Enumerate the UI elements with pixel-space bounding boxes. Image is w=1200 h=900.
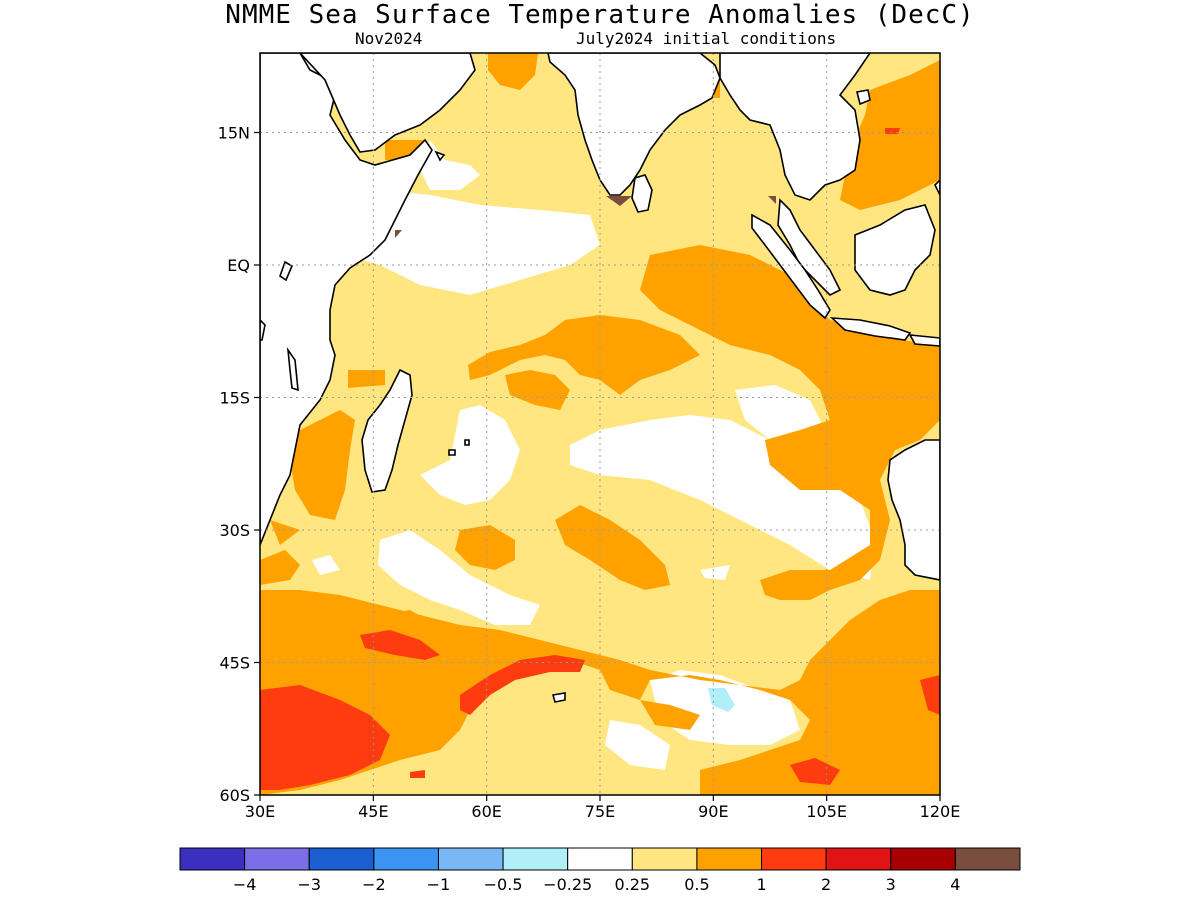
y-tick-label: 45S	[219, 654, 250, 673]
colorbar-label: −0.25	[543, 875, 592, 894]
colorbar-swatch	[890, 847, 956, 871]
colorbar-swatch	[502, 847, 569, 871]
y-tick-label: 15S	[219, 389, 250, 408]
x-tick-label: 45E	[358, 802, 388, 821]
colorbar-swatch	[567, 847, 633, 871]
x-tick-label: 75E	[585, 802, 615, 821]
forecast-month: Nov2024	[355, 29, 423, 48]
y-tick-label: 15N	[218, 124, 250, 143]
colorbar-swatch	[696, 847, 763, 871]
x-tick-label: 120E	[920, 802, 961, 821]
x-tick-label: 60E	[471, 802, 501, 821]
colorbar-label: 3	[886, 875, 896, 894]
x-tick-label: 105E	[806, 802, 847, 821]
longitude-axis: 30E 45E 60E 75E 90E 105E 120E	[245, 795, 961, 821]
colorbar-label: 0.25	[614, 875, 650, 894]
colorbar-swatch	[437, 847, 504, 871]
colorbar-label: −1	[427, 875, 451, 894]
initial-conditions: July2024 initial conditions	[576, 29, 837, 48]
colorbar-label: 1	[756, 875, 766, 894]
colorbar-swatch	[244, 847, 310, 871]
colorbar-label: 0.5	[684, 875, 709, 894]
colorbar-label: −2	[362, 875, 386, 894]
land-outlines	[260, 53, 940, 703]
colorbar-swatch	[954, 847, 1021, 871]
slight-cool-region	[708, 688, 735, 712]
x-tick-label: 30E	[245, 802, 275, 821]
colorbar-swatch	[373, 847, 439, 871]
strong-warm-regions	[260, 128, 940, 790]
y-tick-label: EQ	[227, 256, 250, 275]
extreme-warm-spots	[395, 196, 776, 238]
latitude-axis: 15N EQ 15S 30S 45S 60S	[218, 124, 260, 805]
x-tick-label: 90E	[698, 802, 728, 821]
colorbar-swatch	[761, 847, 827, 871]
colorbar-swatch	[179, 847, 246, 871]
colorbar-label: 4	[950, 875, 960, 894]
colorbar-swatch	[308, 847, 375, 871]
colorbar-label: −4	[233, 875, 257, 894]
colorbar-label: −0.5	[484, 875, 523, 894]
map-title: NMME Sea Surface Temperature Anomalies (…	[225, 0, 975, 30]
colorbar-swatch	[631, 847, 698, 871]
color-scale-bar: −4 −3 −2 −1 −0.5 −0.25 0.25 0.5 1 2 3 4	[179, 847, 1021, 894]
y-tick-label: 30S	[219, 521, 250, 540]
colorbar-swatch	[825, 847, 892, 871]
map-grid	[260, 53, 940, 795]
anomaly-field	[260, 53, 940, 795]
colorbar-label: −3	[297, 875, 321, 894]
y-tick-label: 60S	[219, 786, 250, 805]
colorbar-label: 2	[821, 875, 831, 894]
